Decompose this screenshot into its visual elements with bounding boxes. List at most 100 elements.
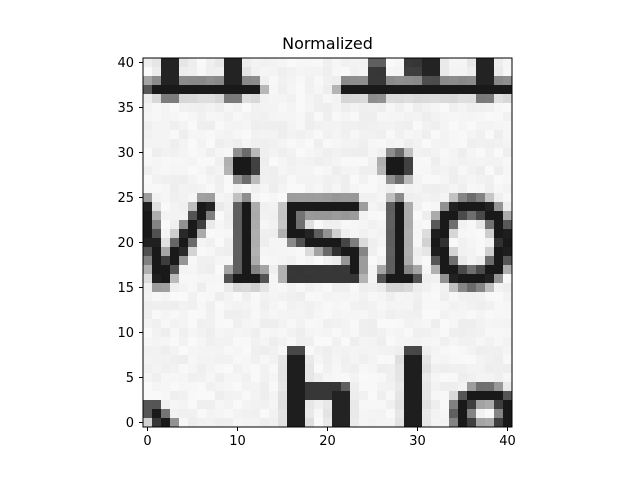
heatmap-cell — [170, 373, 180, 383]
heatmap-cell — [413, 355, 423, 365]
heatmap-cell — [350, 184, 360, 194]
heatmap-cell — [476, 274, 486, 284]
heatmap-cell — [224, 67, 234, 77]
heatmap-cell — [422, 103, 432, 113]
heatmap-cell — [161, 355, 171, 365]
heatmap-cell — [197, 58, 207, 68]
y-tick-label: 0 — [126, 416, 134, 431]
heatmap-cell — [341, 337, 351, 347]
heatmap-cell — [179, 238, 189, 248]
heatmap-cell — [431, 112, 441, 122]
heatmap-cell — [368, 130, 378, 140]
heatmap-cell — [404, 265, 414, 275]
heatmap-cell — [350, 409, 360, 419]
heatmap-cell — [377, 337, 387, 347]
heatmap-cell — [494, 121, 504, 131]
heatmap-cell — [467, 211, 477, 221]
heatmap-cell — [368, 274, 378, 284]
heatmap-cell — [215, 112, 225, 122]
heatmap-cell — [278, 283, 288, 293]
heatmap-cell — [386, 256, 396, 266]
heatmap-cell — [233, 103, 243, 113]
heatmap-cell — [449, 409, 459, 419]
heatmap-cell — [458, 355, 468, 365]
heatmap-cell — [368, 265, 378, 275]
heatmap-cell — [503, 301, 512, 311]
y-tick-label: 15 — [117, 281, 134, 296]
heatmap-cell — [404, 346, 414, 356]
heatmap-cell — [341, 193, 351, 203]
heatmap-cell — [413, 292, 423, 302]
heatmap-cell — [260, 202, 270, 212]
heatmap-cell — [341, 265, 351, 275]
heatmap-cell — [404, 301, 414, 311]
heatmap-cell — [395, 76, 405, 86]
heatmap-cell — [404, 175, 414, 185]
heatmap-cell — [503, 409, 512, 419]
heatmap-cell — [503, 382, 512, 392]
heatmap-cell — [233, 319, 243, 329]
heatmap-cell — [170, 238, 180, 248]
heatmap-cell — [143, 400, 153, 410]
heatmap-cell — [314, 373, 324, 383]
heatmap-cell — [485, 328, 495, 338]
heatmap-cell — [287, 301, 297, 311]
heatmap-cell — [386, 337, 396, 347]
heatmap-cell — [395, 364, 405, 374]
heatmap-cell — [305, 139, 315, 149]
heatmap-cell — [431, 274, 441, 284]
heatmap-cell — [242, 112, 252, 122]
heatmap-cell — [179, 391, 189, 401]
heatmap-cell — [458, 319, 468, 329]
heatmap-cell — [260, 364, 270, 374]
heatmap-cell — [179, 319, 189, 329]
heatmap-cell — [224, 400, 234, 410]
heatmap-cell — [458, 292, 468, 302]
heatmap-cell — [188, 112, 198, 122]
heatmap-cell — [485, 337, 495, 347]
heatmap-cell — [179, 193, 189, 203]
heatmap-cell — [314, 139, 324, 149]
heatmap-cell — [485, 157, 495, 167]
heatmap-cell — [503, 85, 512, 95]
heatmap-cell — [170, 130, 180, 140]
heatmap-cell — [251, 418, 261, 427]
heatmap-cell — [341, 103, 351, 113]
heatmap-cell — [251, 130, 261, 140]
heatmap-cell — [233, 211, 243, 221]
heatmap-cell — [341, 238, 351, 248]
heatmap-cell — [449, 238, 459, 248]
heatmap-cell — [197, 67, 207, 77]
heatmap-cell — [287, 157, 297, 167]
heatmap-cell — [296, 373, 306, 383]
heatmap-cell — [485, 121, 495, 131]
heatmap-cell — [296, 67, 306, 77]
heatmap-cell — [323, 220, 333, 230]
heatmap-cell — [494, 202, 504, 212]
heatmap-cell — [278, 184, 288, 194]
heatmap-cell — [206, 220, 216, 230]
heatmap-cell — [503, 400, 512, 410]
heatmap-cell — [368, 319, 378, 329]
heatmap-cell — [494, 382, 504, 392]
heatmap-cell — [485, 256, 495, 266]
heatmap-cell — [404, 238, 414, 248]
heatmap-cell — [377, 220, 387, 230]
heatmap-cell — [233, 292, 243, 302]
heatmap-cell — [188, 166, 198, 176]
heatmap-cell — [161, 76, 171, 86]
heatmap-cell — [386, 175, 396, 185]
heatmap-cell — [368, 355, 378, 365]
heatmap-cell — [404, 94, 414, 104]
heatmap-cell — [323, 67, 333, 77]
heatmap-cell — [422, 319, 432, 329]
heatmap-cell — [152, 409, 162, 419]
heatmap-cell — [458, 283, 468, 293]
heatmap-cell — [197, 238, 207, 248]
heatmap-cell — [476, 193, 486, 203]
heatmap-cell — [179, 337, 189, 347]
heatmap-cell — [458, 418, 468, 427]
heatmap-cell — [440, 76, 450, 86]
heatmap-cell — [458, 229, 468, 239]
heatmap-cell — [476, 301, 486, 311]
